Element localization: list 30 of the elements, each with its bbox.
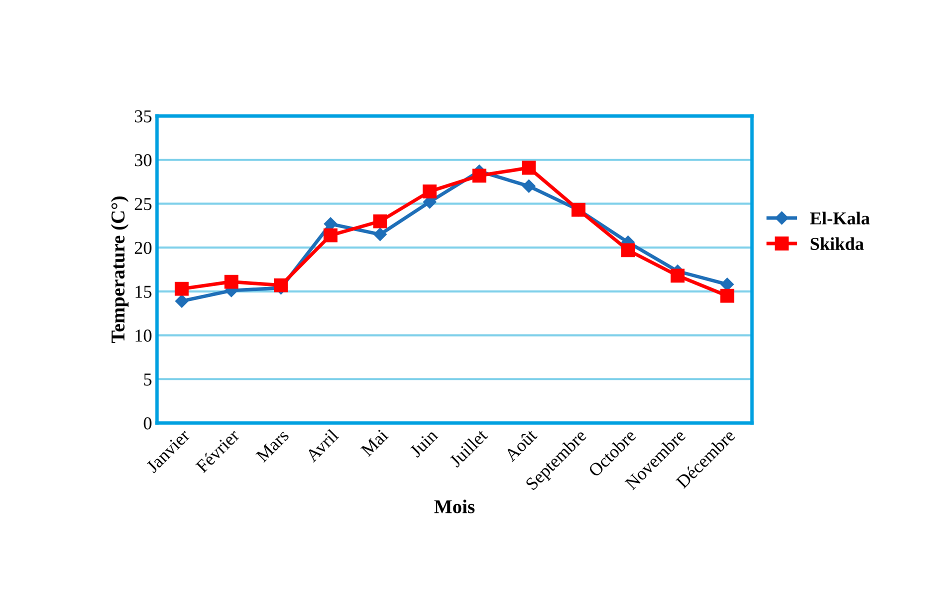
point bbox=[175, 294, 188, 308]
point bbox=[324, 228, 338, 242]
legend-label: Skikda bbox=[810, 237, 864, 250]
y-tick-label: 25 bbox=[134, 198, 152, 210]
point bbox=[670, 268, 685, 283]
point bbox=[374, 228, 387, 241]
y-tick-label: 35 bbox=[134, 110, 152, 122]
point bbox=[522, 160, 536, 175]
y-axis-title: Temperature (C°) bbox=[110, 196, 129, 344]
point bbox=[720, 278, 734, 291]
point bbox=[621, 243, 635, 258]
x-tick-label: Mai bbox=[360, 428, 389, 458]
y-tick-label: 10 bbox=[136, 330, 152, 342]
point bbox=[224, 274, 238, 289]
x-axis-title: Mois bbox=[434, 500, 475, 514]
point bbox=[720, 288, 734, 303]
point bbox=[274, 278, 288, 292]
x-tick-label: Juin bbox=[409, 428, 438, 458]
y-tick-label: 0 bbox=[144, 417, 152, 430]
point bbox=[373, 214, 388, 228]
y-tick-label: 15 bbox=[136, 286, 152, 298]
y-tick-label: 20 bbox=[134, 242, 152, 254]
point bbox=[522, 180, 536, 193]
legend-label: El-Kala bbox=[810, 212, 870, 224]
point bbox=[472, 168, 486, 183]
point bbox=[422, 184, 437, 198]
y-tick-label: 5 bbox=[144, 374, 152, 386]
y-tick-label: 30 bbox=[134, 154, 152, 166]
point bbox=[174, 282, 189, 296]
point bbox=[324, 217, 338, 230]
